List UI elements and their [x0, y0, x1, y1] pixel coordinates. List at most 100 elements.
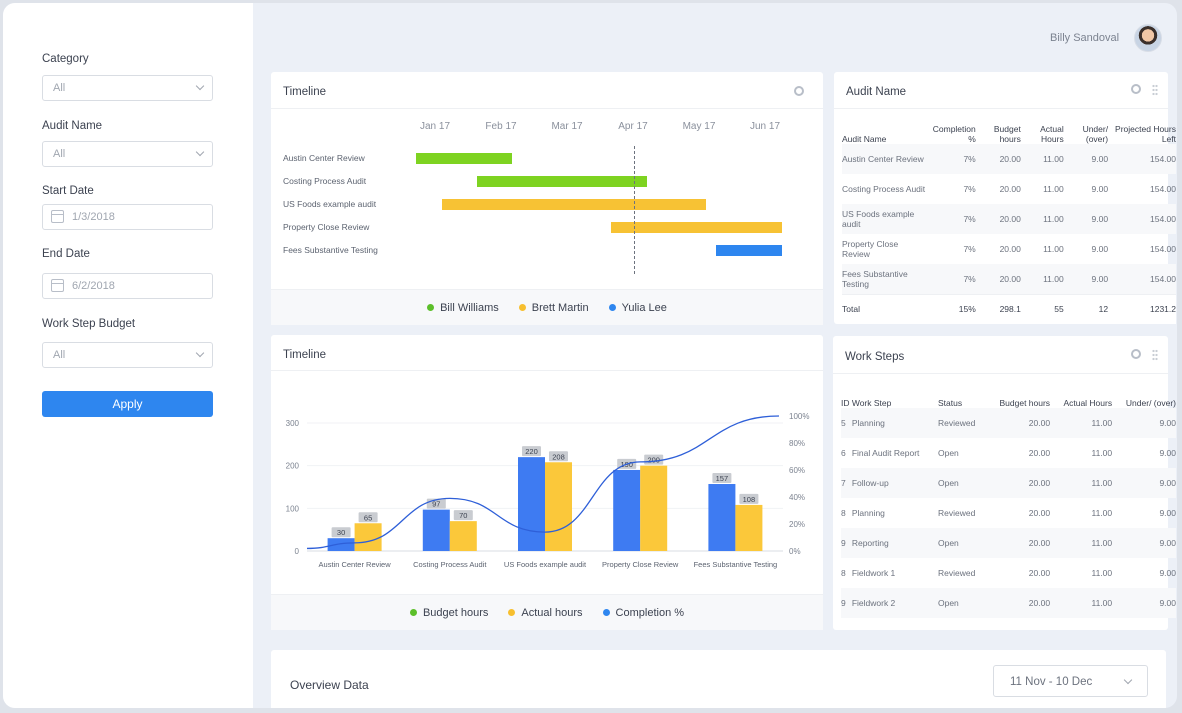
column-header[interactable]: Budget hours — [999, 398, 1051, 408]
divider — [834, 108, 1168, 109]
table-row[interactable]: US Foods example audit 7% 20.00 11.00 9.00 15… — [842, 204, 1176, 234]
table-row[interactable]: 8 Fieldwork 1 Reviewed 20.00 11.00 9.00 — [841, 558, 1176, 588]
gantt-bar[interactable] — [476, 176, 647, 187]
date-range-select[interactable]: 11 Nov - 10 Dec — [993, 665, 1148, 697]
gear-icon[interactable] — [1131, 349, 1141, 359]
table-row[interactable]: 8 Planning Reviewed 20.00 11.00 9.00 — [841, 498, 1176, 528]
timeline-legend-item[interactable]: Brett Martin — [518, 302, 589, 314]
table-row[interactable]: Costing Process Audit 7% 20.00 11.00 9.00 154… — [842, 174, 1176, 204]
date-range-value: 11 Nov - 10 Dec — [1010, 676, 1093, 688]
table-cell: 11.00 — [1043, 244, 1064, 254]
table-row[interactable]: Austin Center Review 7% 20.00 11.00 9.00 154.… — [842, 144, 1176, 174]
table-cell: 11.00 — [1050, 528, 1113, 558]
table-cell: 7% — [963, 184, 976, 194]
chart-legend-item[interactable]: Budget hours — [409, 607, 488, 619]
gear-icon[interactable] — [1131, 84, 1141, 94]
audit-name-select[interactable]: All — [42, 141, 213, 167]
table-cell: 7% — [925, 144, 976, 174]
drag-handle-icon[interactable] — [1152, 349, 1158, 361]
column-header[interactable]: Completion % — [932, 124, 976, 144]
table-cell: 20.00 — [975, 264, 1021, 294]
table-cell: 9.00 — [1159, 508, 1176, 518]
y-tick-label: 300 — [286, 419, 300, 428]
bar-budget — [708, 484, 736, 551]
table-row[interactable]: 5 Planning Reviewed 20.00 11.00 9.00 — [841, 408, 1176, 438]
timeline-legend-item[interactable]: Yulia Lee — [608, 302, 667, 314]
apply-button[interactable]: Apply — [42, 391, 213, 417]
table-row[interactable]: Fees Substantive Testing 7% 20.00 11.00 9.00… — [842, 264, 1176, 294]
chart-legend-item[interactable]: Completion % — [602, 607, 684, 619]
table-cell: Reviewed — [937, 508, 976, 518]
start-date-input[interactable]: 1/3/2018 — [42, 204, 213, 230]
data-label: 208 — [552, 452, 565, 461]
legend-dot-icon — [409, 609, 417, 616]
table-cell: 7% — [925, 264, 976, 294]
total-cell: 15% — [925, 293, 976, 324]
column-header[interactable]: Actual Hours — [1063, 398, 1113, 408]
work-step-budget-select[interactable]: All — [42, 342, 213, 368]
table-row[interactable]: 7 Follow-up Open 20.00 11.00 9.00 — [841, 468, 1176, 498]
column-header[interactable]: Under/ (over) — [1125, 398, 1176, 408]
column-header[interactable]: Work Step — [851, 398, 892, 408]
drag-handle-icon[interactable] — [1152, 84, 1158, 96]
gantt-bar[interactable] — [716, 245, 783, 256]
table-row[interactable]: 9 Fieldwork 2 Open 20.00 11.00 9.00 — [841, 588, 1176, 618]
gantt-bar[interactable] — [610, 222, 783, 233]
audit-table-card: Audit Name Audit Name Completion % Budget … — [834, 72, 1176, 324]
legend-label: Bill Williams — [440, 301, 499, 314]
table-cell: 8 — [841, 568, 846, 578]
table-cell: 5 — [841, 408, 852, 438]
table-cell: 20.00 — [1028, 508, 1051, 518]
gantt-bar[interactable] — [442, 199, 707, 210]
gantt-bar[interactable] — [416, 153, 512, 164]
data-label: 220 — [525, 447, 538, 456]
category-select[interactable]: All — [42, 75, 213, 101]
table-cell: 11.00 — [1091, 448, 1113, 458]
x-tick-label: US Foods example audit — [504, 560, 587, 569]
table-cell: Planning — [851, 508, 885, 518]
column-header[interactable]: Audit Name — [842, 134, 887, 144]
chart-legend-item[interactable]: Actual hours — [508, 607, 583, 619]
data-label-bg — [522, 446, 541, 457]
bar-actual — [640, 465, 668, 551]
timeline-legend-item[interactable]: Bill Williams — [427, 302, 499, 314]
overview-card: Overview Data 11 Nov - 10 Dec — [271, 650, 1166, 708]
chevron-down-icon — [1123, 675, 1133, 685]
table-cell: 154.00 — [1108, 204, 1176, 234]
table-cell: Reviewed — [937, 408, 986, 438]
column-header[interactable]: Budget hours — [993, 124, 1021, 144]
bar-actual — [545, 462, 572, 551]
column-header[interactable]: Under/ (over) — [1082, 124, 1109, 144]
table-cell: Fieldwork 1 — [851, 568, 896, 578]
table-cell: 11.00 — [1020, 264, 1064, 294]
column-header[interactable]: Status — [937, 398, 963, 408]
table-row[interactable]: 9 Reporting Open 20.00 11.00 9.00 — [841, 528, 1176, 558]
x-tick-label: Costing Process Audit — [413, 560, 487, 569]
data-label-bg — [358, 512, 378, 523]
table-row[interactable]: 6 Final Audit Report Open 20.00 11.00 9.00 — [841, 438, 1176, 468]
category-value: All — [53, 82, 66, 94]
table-cell: Open — [937, 448, 959, 458]
total-row: Total 15% 298.1 55 12 1231.2 — [842, 293, 1176, 324]
column-header[interactable]: Actual Hours — [1040, 124, 1064, 144]
y-tick-label: 100 — [286, 504, 300, 513]
column-header[interactable]: ID — [841, 398, 850, 408]
end-date-input[interactable]: 6/2/2018 — [42, 273, 213, 299]
table-cell: 9.00 — [1063, 144, 1109, 174]
table-cell: 9.00 — [1112, 528, 1176, 558]
table-cell: 11.00 — [1050, 588, 1113, 618]
gantt-row-label: Property Close Review — [283, 222, 370, 232]
table-row[interactable]: Property Close Review 7% 20.00 11.00 9.00 154… — [842, 234, 1176, 264]
data-label-bg — [331, 527, 351, 538]
y2-tick-label: 40% — [789, 493, 805, 502]
table-cell: 9.00 — [1063, 264, 1109, 294]
chevron-down-icon — [195, 348, 205, 358]
total-cell: 12 — [1063, 293, 1109, 324]
gear-icon[interactable] — [794, 86, 804, 96]
table-cell: 6 — [841, 448, 846, 458]
table-cell: 20.00 — [985, 588, 1051, 618]
category-label: Category — [42, 53, 89, 65]
table-cell: 11.00 — [1050, 408, 1113, 438]
column-header[interactable]: Projected Hours Left — [1115, 124, 1176, 144]
avatar[interactable] — [1134, 24, 1162, 52]
